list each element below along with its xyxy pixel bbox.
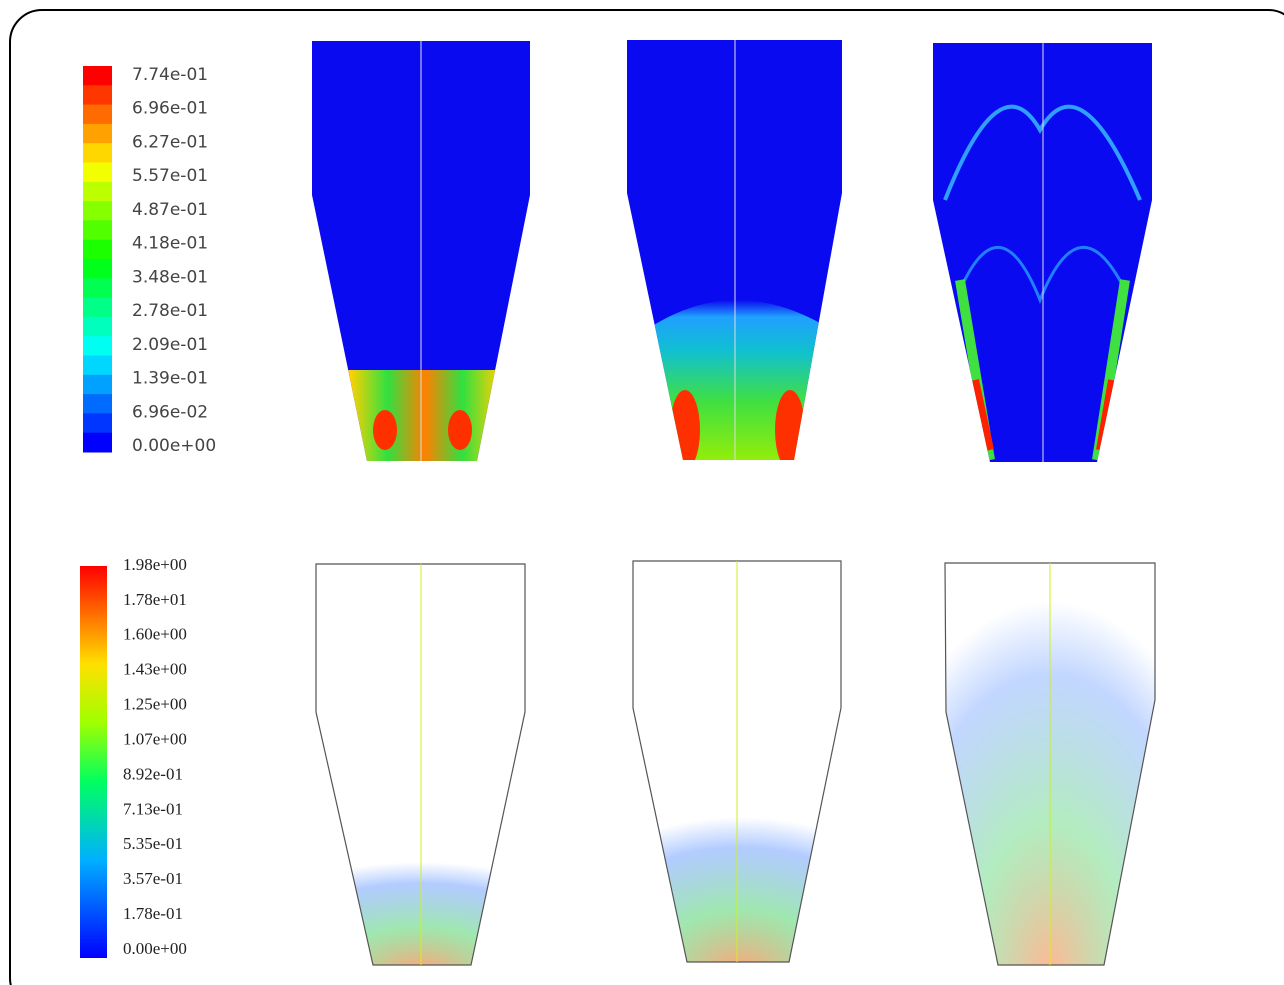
color-band xyxy=(83,278,112,298)
color-band xyxy=(83,240,112,260)
legend-label: 7.74e-01 xyxy=(132,65,208,85)
color-band xyxy=(83,220,112,240)
color-band xyxy=(83,105,112,125)
legend-label: 1.78e+01 xyxy=(123,590,187,609)
color-band xyxy=(83,433,112,453)
contour-1 xyxy=(300,30,550,470)
vector-1 xyxy=(300,850,540,970)
legend-label: 0.00e+00 xyxy=(132,436,216,456)
color-band xyxy=(83,317,112,337)
legend-label: 1.43e+00 xyxy=(123,660,187,679)
color-band xyxy=(83,201,112,221)
legend-label: 1.39e-01 xyxy=(132,369,208,389)
color-band xyxy=(83,143,112,163)
legend-label: 6.96e-02 xyxy=(132,402,208,422)
color-band xyxy=(83,298,112,318)
contour-3 xyxy=(920,30,1170,470)
legend-label: 5.35e-01 xyxy=(123,834,183,853)
legend-label: 7.13e-01 xyxy=(123,799,183,818)
legend-label: 5.57e-01 xyxy=(132,166,208,186)
legend-label: 1.07e+00 xyxy=(123,729,187,748)
legend-label: 6.27e-01 xyxy=(132,132,208,152)
legend-label: 3.57e-01 xyxy=(123,869,183,888)
legend-label: 8.92e-01 xyxy=(123,764,183,783)
color-band xyxy=(83,375,112,395)
legend-label: 1.60e+00 xyxy=(123,625,187,644)
legend-label: 4.87e-01 xyxy=(132,200,208,220)
color-band xyxy=(83,163,112,183)
legend-label: 6.96e-01 xyxy=(132,99,208,119)
contour-2 xyxy=(600,30,860,470)
color-band xyxy=(83,124,112,144)
color-band xyxy=(83,356,112,376)
color-band xyxy=(83,413,112,433)
legend-label: 1.25e+00 xyxy=(123,695,187,714)
legend-label: 2.09e-01 xyxy=(132,335,208,355)
legend-label: 1.98e+00 xyxy=(123,555,187,574)
color-band xyxy=(83,85,112,105)
volume-fraction-legend: 7.74e-01 6.96e-01 6.27e-01 5.57e-01 4.87e-01… xyxy=(83,65,216,456)
color-band xyxy=(83,66,112,86)
color-band xyxy=(83,259,112,279)
legend-label: 1.78e-01 xyxy=(123,904,183,923)
velocity-colorbar xyxy=(80,566,107,958)
legend-label: 4.18e-01 xyxy=(132,234,208,254)
legend-label: 0.00e+00 xyxy=(123,939,187,958)
legend-label: 2.78e-01 xyxy=(132,301,208,321)
color-band xyxy=(83,182,112,202)
figure: 7.74e-01 6.96e-01 6.27e-01 5.57e-01 4.87e-01… xyxy=(0,0,1284,985)
velocity-legend: 1.98e+00 1.78e+01 1.60e+00 1.43e+00 1.25e+00… xyxy=(123,555,187,958)
vector-2 xyxy=(620,800,860,970)
legend-label: 3.48e-01 xyxy=(132,267,208,287)
color-band xyxy=(83,336,112,356)
color-band xyxy=(83,394,112,414)
